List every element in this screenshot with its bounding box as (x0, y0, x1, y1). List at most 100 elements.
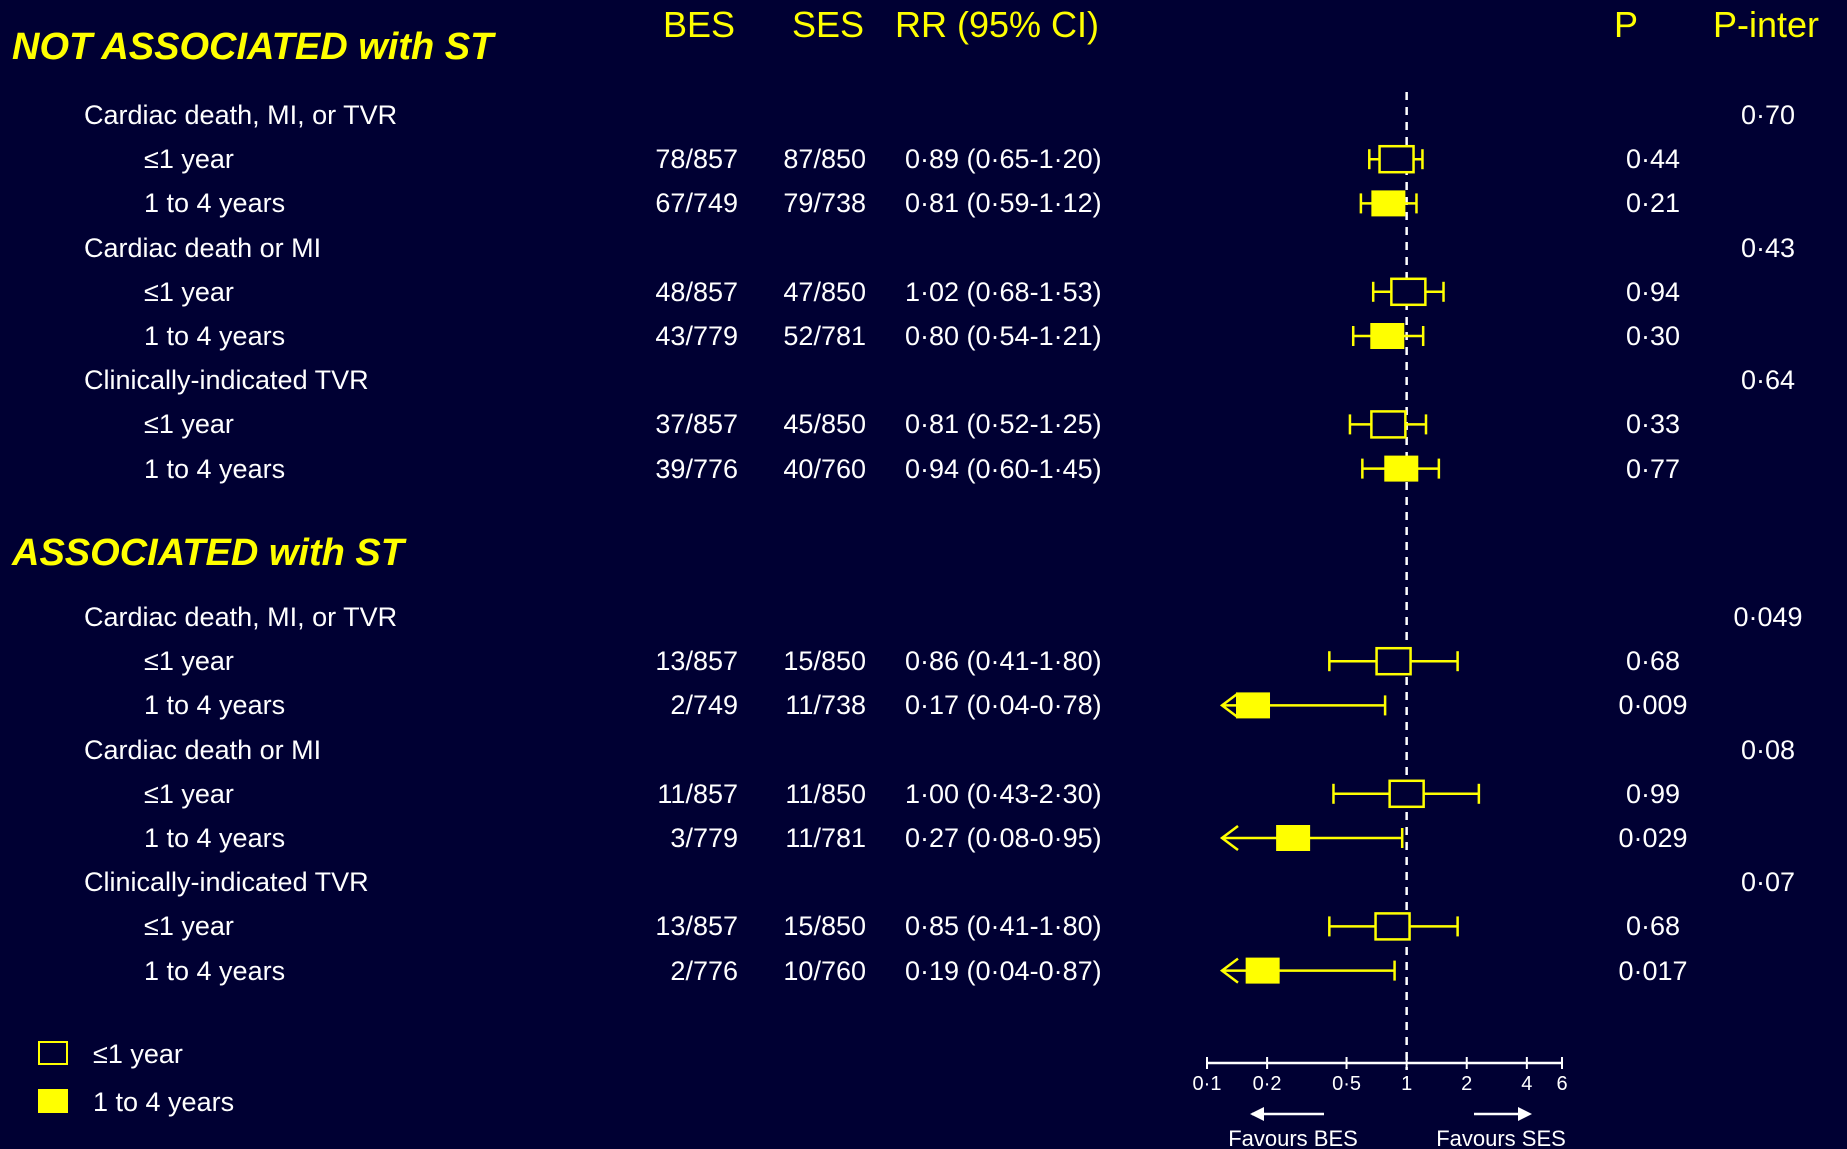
rr-ci-text: 0·81 (0·59-1·12) (905, 188, 1102, 219)
section-title: ASSOCIATED with ST (12, 532, 404, 574)
point-estimate-open (1370, 410, 1407, 439)
p-inter-value: 0·70 (1740, 100, 1796, 130)
period-label: 1 to 4 years (144, 321, 286, 351)
ses-events: 15/850 (783, 911, 866, 942)
legend-label: ≤1 year (93, 1039, 183, 1069)
period-label: 1 to 4 years (144, 955, 286, 986)
bes-events: 13/857 (655, 646, 738, 677)
ses-events: 87/850 (783, 144, 866, 175)
bes-events: 11/857 (657, 778, 738, 809)
period-label: ≤1 year (144, 778, 234, 809)
outcome-row: Clinically-indicated TVR 0·64 (0, 360, 1847, 400)
col-header-rr: RR (95% CI) (895, 4, 1100, 45)
table-row: ≤1 year 78/857 87/850 0·89 (0·65-1·20) 0·44 (0, 139, 1847, 179)
point-estimate-open (1374, 912, 1411, 941)
x-tick-label: 0·1 (1193, 1073, 1222, 1095)
period-label: ≤1 year (144, 646, 234, 677)
table-row: 1 to 4 years 2/776 10/760 0·19 (0·04-0·87) 0… (0, 951, 1847, 991)
p-value: 0·21 (1625, 188, 1681, 219)
table-row: ≤1 year 37/857 45/850 0·81 (0·52-1·25) 0·33 (0, 404, 1847, 444)
bes-events: 2/749 (670, 690, 738, 721)
p-value: 0·017 (1618, 955, 1688, 986)
table-row: 1 to 4 years 43/779 52/781 0·80 (0·54-1·21)… (0, 316, 1847, 356)
point-estimate-open (1388, 779, 1425, 809)
p-value: 0·009 (1618, 690, 1688, 721)
ses-events: 45/850 (783, 409, 866, 440)
table-row: 1 to 4 years 2/749 11/738 0·17 (0·04-0·78) 0… (0, 685, 1847, 725)
point-estimate-filled (1371, 190, 1406, 217)
ses-events: 15/850 (783, 646, 866, 677)
p-value: 0·99 (1625, 778, 1681, 809)
ses-events: 11/738 (785, 690, 866, 721)
rr-ci-text: 0·89 (0·65-1·20) (905, 144, 1102, 175)
p-inter-value: 0·64 (1740, 365, 1796, 396)
outcome-label: Cardiac death, MI, or TVR (84, 100, 398, 130)
ci-arrow (1219, 825, 1239, 851)
ses-events: 11/781 (785, 823, 866, 853)
point-estimate-filled (1384, 455, 1419, 482)
table-row: 1 to 4 years 3/779 11/781 0·27 (0·08-0·95) 0… (0, 818, 1847, 858)
p-value: 0·68 (1625, 911, 1681, 942)
p-inter-value: 0·049 (1733, 602, 1803, 632)
point-estimate-filled (1236, 692, 1271, 719)
bes-events: 13/857 (655, 911, 738, 942)
section-title: NOT ASSOCIATED with ST (12, 26, 494, 68)
table-row: ≤1 year 11/857 11/850 1·00 (0·43-2·30) 0·99 (0, 774, 1847, 814)
p-value: 0·68 (1625, 646, 1681, 677)
col-header-p: P (1614, 4, 1639, 45)
table-row: ≤1 year 13/857 15/850 0·86 (0·41-1·80) 0·68 (0, 641, 1847, 681)
outcome-label: Cardiac death or MI (84, 232, 322, 263)
outcome-row: Cardiac death or MI 0·43 (0, 228, 1847, 268)
col-header-p-inter: P-inter (1713, 4, 1820, 45)
rr-ci-text: 0·27 (0·08-0·95) (905, 823, 1102, 853)
x-tick-label: 2 (1461, 1073, 1472, 1095)
p-inter-value: 0·08 (1740, 734, 1796, 765)
arrow-left-icon (1250, 1107, 1264, 1121)
ses-events: 40/760 (783, 453, 866, 484)
point-estimate-filled (1276, 825, 1311, 851)
p-value: 0·77 (1625, 453, 1681, 484)
col-header-bes: BES (663, 4, 736, 45)
x-tick-label: 1 (1401, 1073, 1412, 1095)
rr-ci-text: 0·80 (0·54-1·21) (905, 321, 1102, 351)
outcome-row: Clinically-indicated TVR 0·07 (0, 862, 1847, 902)
p-value: 0·94 (1625, 276, 1681, 307)
point-estimate-open (1390, 277, 1427, 307)
rr-ci-text: 1·02 (0·68-1·53) (905, 276, 1102, 307)
period-label: ≤1 year (144, 276, 234, 307)
period-label: 1 to 4 years (144, 188, 286, 219)
p-value: 0·30 (1625, 321, 1681, 351)
ses-events: 47/850 (783, 276, 866, 307)
legend-label: 1 to 4 years (93, 1087, 235, 1117)
ses-events: 52/781 (783, 321, 866, 351)
filled-square-icon (38, 1089, 68, 1113)
x-tick-label: 0·2 (1253, 1073, 1282, 1095)
outcome-row: Cardiac death, MI, or TVR 0·70 (0, 95, 1847, 135)
table-row: 1 to 4 years 67/749 79/738 0·81 (0·59-1·12)… (0, 183, 1847, 223)
period-label: ≤1 year (144, 144, 234, 175)
period-label: ≤1 year (144, 911, 234, 942)
favours-bes-label: Favours BES (1228, 1126, 1358, 1149)
outcome-row: Cardiac death or MI 0·08 (0, 730, 1847, 770)
outcome-label: Cardiac death or MI (84, 734, 322, 765)
bes-events: 43/779 (655, 321, 738, 351)
favours-ses-label: Favours SES (1436, 1126, 1566, 1149)
bes-events: 37/857 (655, 409, 738, 440)
rr-ci-text: 0·19 (0·04-0·87) (905, 955, 1102, 986)
outcome-row: Cardiac death, MI, or TVR 0·049 (0, 597, 1847, 637)
ses-events: 79/738 (783, 188, 866, 219)
bes-events: 48/857 (655, 276, 738, 307)
table-row: ≤1 year 48/857 47/850 1·02 (0·68-1·53) 0·94 (0, 272, 1847, 312)
ses-events: 11/850 (785, 778, 866, 809)
ci-arrow (1219, 692, 1239, 719)
rr-ci-text: 0·85 (0·41-1·80) (905, 911, 1102, 942)
outcome-label: Cardiac death, MI, or TVR (84, 602, 398, 632)
bes-events: 67/749 (655, 188, 738, 219)
rr-ci-text: 0·81 (0·52-1·25) (905, 409, 1102, 440)
open-square-icon (38, 1041, 68, 1065)
rr-ci-text: 0·17 (0·04-0·78) (905, 690, 1102, 721)
rr-ci-text: 0·86 (0·41-1·80) (905, 646, 1102, 677)
table-row: ≤1 year 13/857 15/850 0·85 (0·41-1·80) 0·68 (0, 906, 1847, 946)
period-label: 1 to 4 years (144, 453, 286, 484)
